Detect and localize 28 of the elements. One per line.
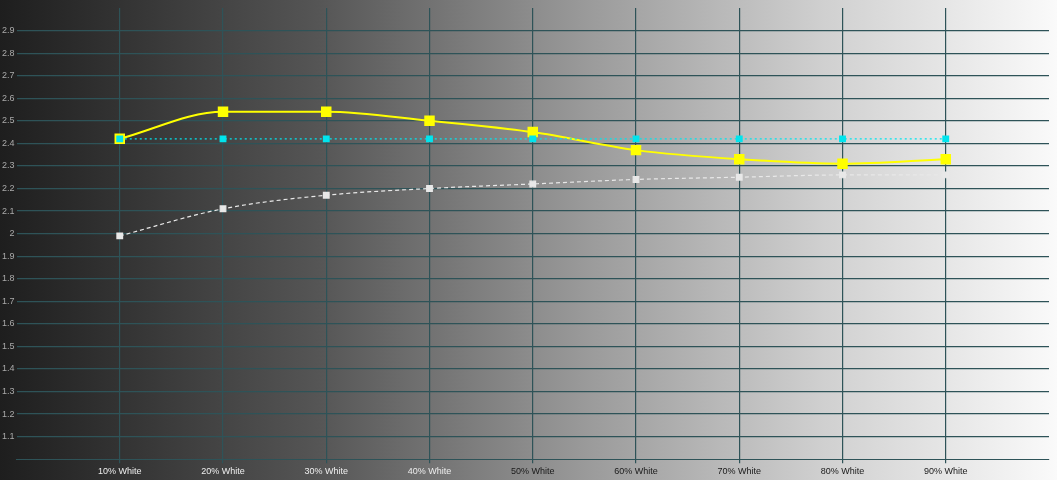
y-tick-label: 2.9 [2, 25, 15, 36]
y-tick-label: 2.8 [2, 47, 15, 58]
y-tick-label: 1.8 [2, 273, 15, 284]
y-tick-label: 2 [9, 228, 15, 239]
y-tick-label: 2.6 [2, 92, 15, 103]
y-tick-label: 2.2 [2, 182, 15, 193]
y-tick-label: 1.4 [2, 363, 15, 374]
y-tick-label: 1.7 [2, 295, 15, 306]
x-tick-label: 10% White [97, 466, 142, 477]
y-tick-label: 2.4 [2, 137, 15, 148]
x-tick-label: 30% White [304, 466, 349, 477]
y-tick-label: 1.1 [2, 431, 15, 442]
x-tick-label: 60% White [614, 466, 658, 477]
y-tick-label: 1.9 [2, 250, 15, 261]
x-tick-label: 50% White [510, 466, 555, 477]
y-tick-label: 2.3 [2, 160, 15, 171]
x-tick-label: 70% White [717, 466, 762, 477]
y-tick-label: 2.1 [2, 205, 15, 216]
x-tick-label: 90% White [923, 466, 968, 477]
x-tick-label: 20% White [201, 466, 245, 477]
y-tick-label: 2.5 [2, 115, 15, 126]
y-tick-label: 2.7 [2, 70, 15, 81]
y-tick-label: 1.2 [2, 408, 15, 419]
y-tick-label: 1.3 [2, 386, 15, 396]
x-tick-label: 40% White [407, 466, 452, 477]
y-tick-label: 1.6 [2, 318, 15, 329]
y-tick-label: 1.5 [2, 340, 15, 351]
x-tick-label: 80% White [820, 466, 865, 477]
